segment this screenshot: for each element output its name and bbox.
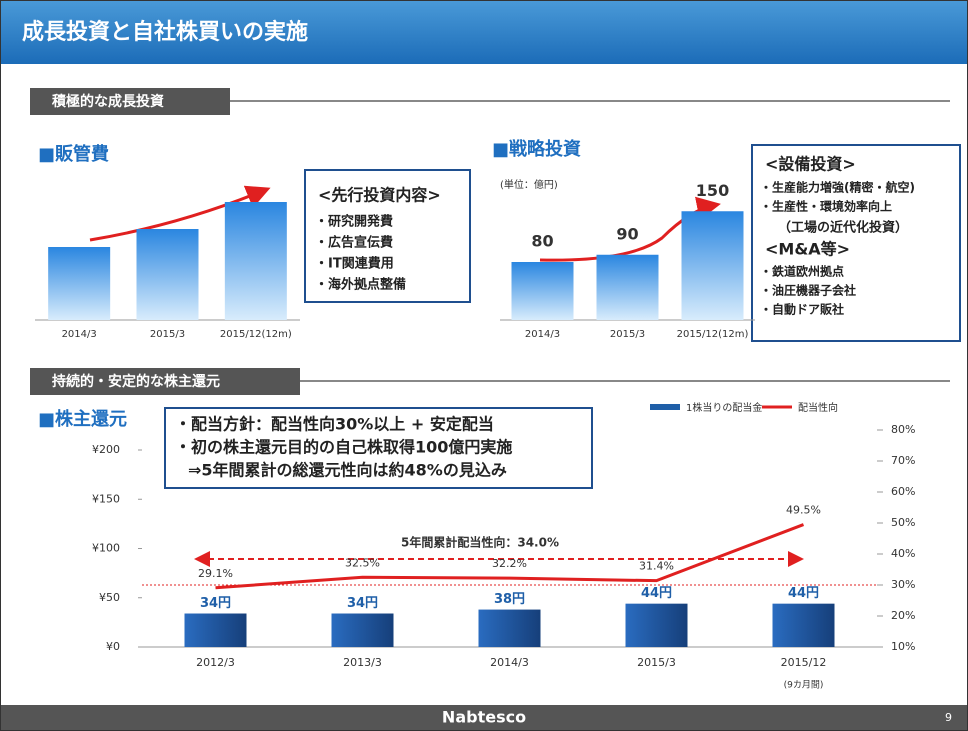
bar [331, 613, 394, 647]
box-item: ・鉄道欧州拠点 [760, 264, 844, 279]
x-tick-label: 2015/12(12m) [677, 329, 749, 340]
box-heading: <M&A等> [765, 240, 850, 259]
data-label: 49.5% [786, 504, 821, 517]
y2-tick-label: 80% [891, 423, 915, 436]
line [215, 523, 805, 590]
text-box [304, 169, 471, 303]
data-label: 150 [696, 181, 729, 200]
box-item: ・油圧機器子会社 [760, 283, 856, 298]
x-tick-label: 2014/3 [490, 656, 529, 669]
data-label: 80 [531, 232, 553, 251]
y2-tick-label: 50% [891, 516, 915, 529]
legend-label: 1株当りの配当金 [686, 401, 762, 414]
y-tick-label: ¥150 [92, 492, 120, 505]
box-item: ・初の株主還元目的の自己株取得100億円実施 [175, 438, 512, 457]
y2-tick-label: 40% [891, 547, 915, 560]
bar [511, 262, 574, 320]
trend-arrow [89, 185, 271, 242]
section-header [30, 368, 300, 395]
bar [625, 603, 688, 647]
slide-title: 成長投資と自社株買いの実施 [22, 19, 308, 45]
x-tick-label: 2014/3 [62, 329, 97, 340]
x-tick-label: 2015/3 [150, 329, 185, 340]
annotation: 5年間累計配当性向：34.0% [401, 535, 559, 550]
y-tick-label: ¥200 [92, 443, 120, 456]
bar [224, 202, 287, 320]
x-tick-label: 2015/12 [781, 656, 827, 669]
data-label: 44円 [641, 586, 672, 601]
box-item: ・自動ドア販社 [760, 302, 844, 317]
category-note: (9カ月間) [784, 680, 824, 691]
box-item: ⇒5年間累計の総還元性向は約48%の見込み [188, 461, 507, 480]
bar [478, 609, 541, 647]
y2-tick-label: 60% [891, 485, 915, 498]
y-tick-label: ¥0 [106, 640, 120, 653]
bar [596, 254, 659, 320]
data-label: 29.1% [198, 567, 233, 580]
data-label: 34円 [200, 596, 231, 611]
page-number: 9 [945, 711, 952, 724]
box-item: ・配当方針：配当性向30%以上 + 安定配当 [175, 415, 494, 434]
unit-label: (単位：億円) [500, 178, 558, 191]
box-item: ・研究開発費 [315, 214, 393, 230]
box-heading: <先行投資内容> [318, 186, 441, 205]
text-box [164, 407, 593, 489]
box-item: ・広告宣伝費 [315, 235, 393, 251]
bar [136, 229, 199, 320]
box-item: ・生産能力増強(精密・航空) [760, 180, 915, 195]
footer-brand: Nabtesco [442, 708, 526, 727]
chart-title: ■株主還元 [38, 408, 127, 430]
footer-bar [0, 705, 968, 731]
box-heading: <設備投資> [765, 155, 856, 174]
section-title: 積極的な成長投資 [51, 93, 164, 110]
data-label: 90 [616, 224, 638, 243]
box-item: ・IT関連費用 [315, 256, 394, 272]
data-label: 31.4% [639, 560, 674, 573]
x-tick-label: 2014/3 [525, 329, 560, 340]
legend-swatch [650, 404, 680, 410]
section-title: 持続的・安定的な株主還元 [52, 373, 220, 390]
box-item: （工場の近代化投資） [778, 220, 908, 236]
bar [48, 247, 111, 320]
section-header [30, 88, 230, 115]
x-tick-label: 2015/3 [610, 329, 645, 340]
data-label: 32.5% [345, 556, 380, 569]
x-tick-label: 2013/3 [343, 656, 382, 669]
x-tick-label: 2015/12(12m) [220, 329, 292, 340]
bar [772, 603, 835, 647]
title-bar [0, 0, 968, 64]
bar [184, 613, 247, 647]
y2-tick-label: 30% [891, 578, 915, 591]
box-item: ・海外拠点整備 [315, 277, 406, 293]
chart-title: ■販管費 [38, 143, 109, 165]
y-tick-label: ¥50 [99, 591, 120, 604]
data-label: 44円 [788, 586, 819, 601]
y2-tick-label: 10% [891, 640, 915, 653]
y2-tick-label: 20% [891, 609, 915, 622]
text-box [751, 144, 961, 342]
chart-title: ■戦略投資 [492, 138, 581, 160]
box-item: ・生産性・環境効率向上 [760, 199, 892, 214]
data-label: 34円 [347, 596, 378, 611]
data-label: 38円 [494, 592, 525, 607]
y-tick-label: ¥100 [92, 542, 120, 555]
x-tick-label: 2015/3 [637, 656, 676, 669]
legend-label: 配当性向 [798, 401, 838, 414]
y2-tick-label: 70% [891, 454, 915, 467]
x-tick-label: 2012/3 [196, 656, 235, 669]
data-label: 32.2% [492, 557, 527, 570]
bar [681, 211, 744, 320]
